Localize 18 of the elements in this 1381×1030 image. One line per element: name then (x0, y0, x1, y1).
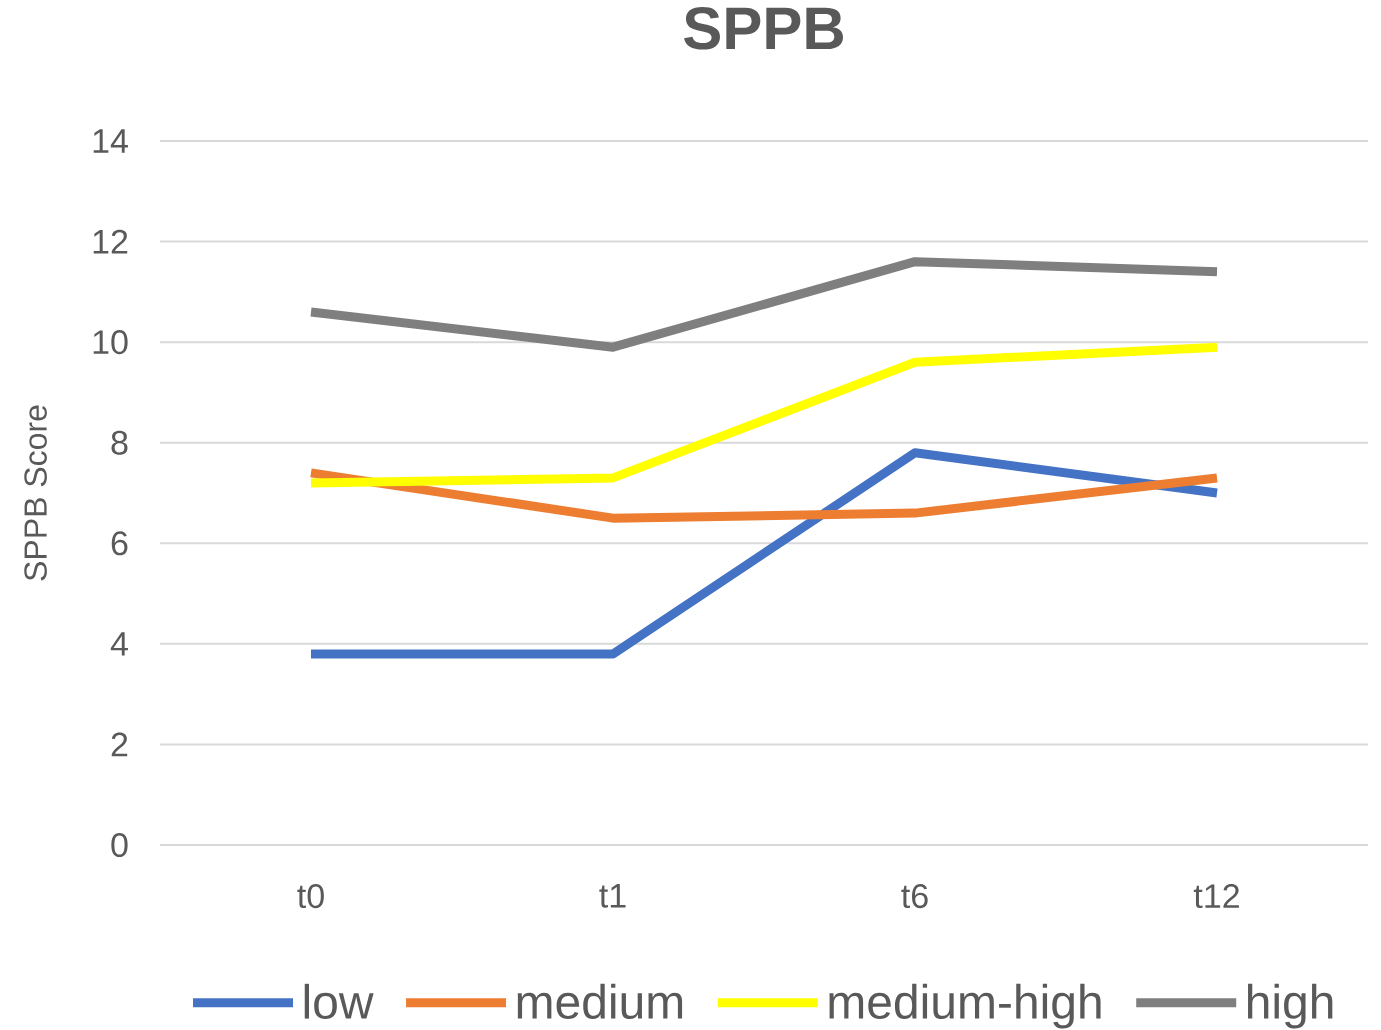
legend-label: low (304, 983, 374, 1020)
y-tick-label: 12 (93, 229, 128, 254)
y-tick-label: 6 (111, 531, 128, 556)
x-tick-label: t6 (901, 884, 928, 909)
y-tick-label: 0 (111, 832, 128, 858)
y-tick-label: 14 (93, 129, 128, 153)
x-tick-label: t1 (599, 884, 626, 908)
y-axis-title: SPPB Score (24, 405, 47, 581)
chart-title: SPPB (684, 7, 843, 50)
x-tick-label: t0 (297, 884, 324, 909)
y-tick-label: 4 (110, 632, 128, 656)
legend-label: medium (517, 983, 683, 1020)
y-tick-label: 10 (93, 330, 128, 355)
y-tick-label: 8 (111, 430, 128, 455)
y-tick-label: 2 (111, 732, 128, 757)
legend-label: medium-high (829, 983, 1101, 1029)
x-tick-label: t12 (1193, 884, 1239, 909)
legend-label: high (1248, 983, 1333, 1029)
